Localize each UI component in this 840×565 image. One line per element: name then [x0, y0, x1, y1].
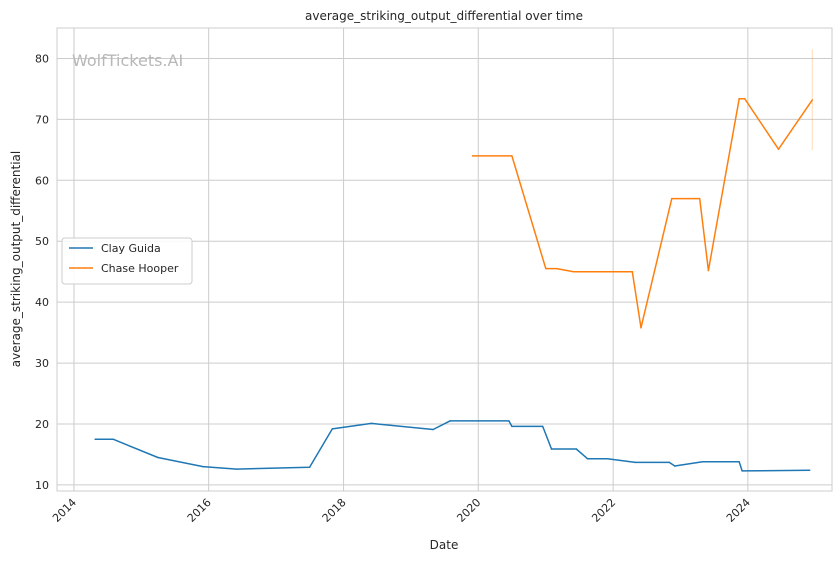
data-point-chase-hooper [631, 270, 634, 273]
data-point-clay-guida [112, 438, 114, 440]
chart-title: average_striking_output_differential ove… [305, 9, 583, 23]
data-point-clay-guida [606, 457, 609, 460]
data-point-clay-guida [370, 422, 373, 425]
y-gridlines [57, 57, 832, 486]
x-gridlines [73, 28, 749, 491]
data-point-clay-guida [235, 468, 238, 470]
data-point-chase-hooper [572, 270, 575, 273]
data-point-clay-guida [449, 420, 451, 422]
data-point-clay-guida [550, 448, 553, 450]
y-tick-label: 10 [35, 479, 49, 492]
series-line-clay-guida [95, 420, 810, 472]
data-point-clay-guida [508, 420, 510, 422]
data-point-clay-guida [738, 461, 740, 463]
watermark-text: WolfTickets.AI [72, 51, 183, 70]
data-point-chase-hooper [743, 97, 746, 100]
data-point-chase-hooper [555, 267, 558, 270]
data-point-clay-guida [634, 461, 637, 464]
y-axis-label: average_striking_output_differential [9, 151, 23, 367]
data-point-clay-guida [575, 448, 577, 450]
data-point-clay-guida [741, 470, 743, 472]
y-tick-label: 20 [35, 418, 49, 431]
series-layer [94, 49, 814, 472]
data-point-clay-guida [202, 465, 204, 468]
data-point-chase-hooper [777, 148, 780, 150]
series-line-chase-hooper [472, 97, 813, 329]
data-point-chase-hooper [698, 197, 701, 200]
data-point-clay-guida [94, 438, 96, 440]
legend: Clay Guida Chase Hooper [61, 237, 193, 285]
data-point-chase-hooper [511, 155, 513, 157]
y-tick-label: 60 [35, 174, 49, 187]
y-tick-label: 30 [35, 357, 49, 370]
legend-box [61, 237, 193, 285]
data-point-clay-guida [586, 457, 589, 460]
data-point-clay-guida [432, 428, 434, 431]
y-tick-label: 70 [35, 113, 49, 126]
x-tick-label: 2022 [589, 496, 618, 525]
data-point-chase-hooper [640, 326, 642, 329]
data-point-clay-guida [701, 461, 704, 463]
x-tick-label: 2020 [454, 496, 483, 525]
data-point-clay-guida [308, 466, 311, 468]
y-tick-label: 80 [35, 52, 49, 65]
x-axis-label: Date [430, 538, 459, 552]
x-tick-label: 2024 [724, 496, 753, 525]
legend-label-chase-hooper: Chase Hooper [101, 262, 179, 275]
data-point-chase-hooper [671, 197, 673, 200]
x-tick-label: 2016 [185, 496, 214, 525]
data-point-clay-guida [668, 461, 670, 464]
data-point-clay-guida [808, 469, 811, 472]
x-tick-labels: 2014 2016 2018 2020 2022 2024 [50, 496, 753, 525]
data-point-chase-hooper [738, 97, 740, 100]
data-point-chase-hooper [811, 99, 814, 101]
x-tick-label: 2014 [50, 496, 79, 525]
data-point-clay-guida [157, 456, 159, 459]
x-tick-label: 2018 [320, 496, 349, 525]
data-point-chase-hooper [545, 267, 547, 270]
data-point-clay-guida [331, 428, 334, 430]
data-point-clay-guida [541, 425, 544, 428]
legend-label-clay-guida: Clay Guida [101, 242, 161, 255]
data-point-chase-hooper [707, 269, 710, 272]
data-point-clay-guida [511, 425, 513, 428]
y-tick-labels: 10 20 30 40 50 60 70 80 [35, 52, 49, 491]
data-point-chase-hooper [471, 155, 474, 157]
y-tick-label: 40 [35, 296, 49, 309]
data-point-clay-guida [674, 465, 676, 467]
y-tick-label: 50 [35, 235, 49, 248]
